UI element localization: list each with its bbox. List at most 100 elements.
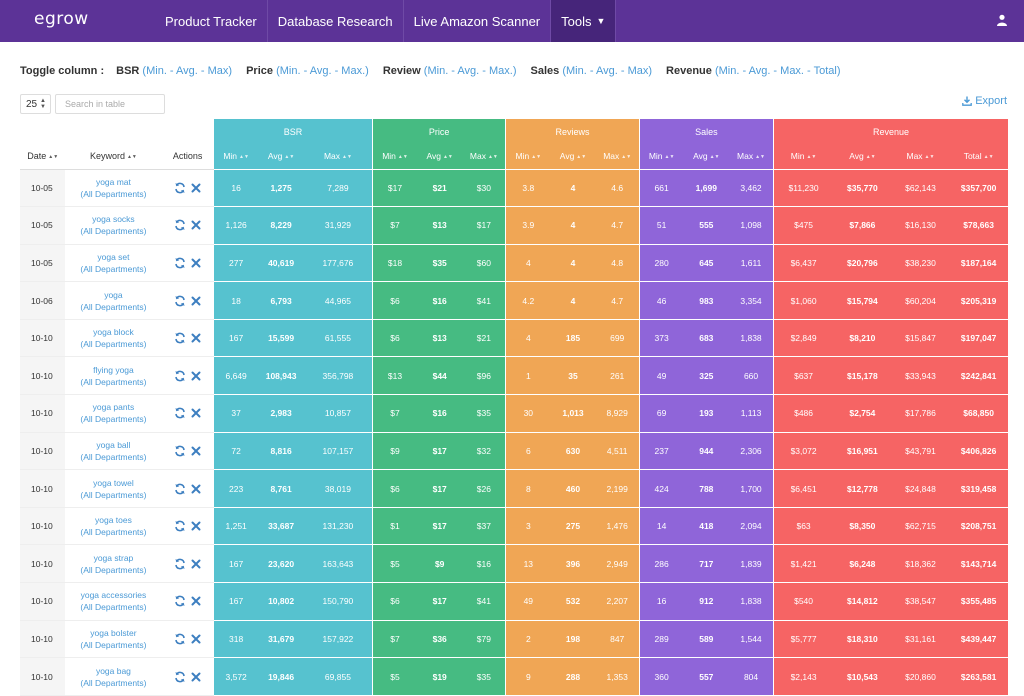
refresh-icon[interactable] [174,257,186,269]
toggle-link[interactable]: Min. [279,65,301,77]
delete-icon[interactable] [190,370,202,382]
refresh-icon[interactable] [174,483,186,495]
keyword-link[interactable]: yoga toes [94,515,132,526]
toggle-link[interactable]: Max. [780,65,804,77]
department-link[interactable]: (All Departments) [80,602,147,613]
nav-item-database-research[interactable]: Database Research [268,0,404,42]
column-header-revenue-max[interactable]: Max ▲▼ [891,144,950,170]
refresh-icon[interactable] [174,671,186,683]
toggle-link[interactable]: Avg. [176,65,198,77]
delete-icon[interactable] [190,671,202,683]
toggle-link[interactable]: Total [813,65,837,77]
user-icon[interactable] [996,14,1008,26]
price-min-cell: $6 [372,281,417,320]
toggle-link[interactable]: Min. [427,65,449,77]
toggle-link[interactable]: Avg. [457,65,480,77]
delete-icon[interactable] [190,558,202,570]
department-link[interactable]: (All Departments) [80,376,147,387]
delete-icon[interactable] [190,445,202,457]
column-header-price-min[interactable]: Min ▲▼ [372,144,417,170]
page-size-select[interactable]: 25 ▲ ▼ [20,94,51,114]
delete-icon[interactable] [190,219,202,231]
keyword-link[interactable]: yoga block [93,327,134,338]
refresh-icon[interactable] [174,520,186,532]
refresh-icon[interactable] [174,219,186,231]
toggle-link[interactable]: Max. [489,65,513,77]
column-header-date[interactable]: Date ▲▼ [20,144,66,170]
department-link[interactable]: (All Departments) [80,301,147,312]
toggle-link[interactable]: Max. [341,65,366,77]
column-header-sales-avg[interactable]: Avg ▲▼ [683,144,730,170]
nav-item-live-amazon-scanner[interactable]: Live Amazon Scanner [404,0,552,42]
toggle-link[interactable]: Min. [718,65,740,77]
column-header-revenue-min[interactable]: Min ▲▼ [773,144,834,170]
delete-icon[interactable] [190,633,202,645]
refresh-icon[interactable] [174,445,186,457]
toggle-link[interactable]: Max [627,65,649,77]
keyword-link[interactable]: yoga set [97,251,130,262]
keyword-link[interactable]: yoga ball [96,439,131,450]
column-header-bsr-max[interactable]: Max ▲▼ [303,144,373,170]
refresh-icon[interactable] [174,407,186,419]
column-header-reviews-avg[interactable]: Avg ▲▼ [550,144,596,170]
keyword-link[interactable]: yoga socks [92,214,135,225]
delete-icon[interactable] [190,520,202,532]
refresh-icon[interactable] [174,370,186,382]
column-header-keyword[interactable]: Keyword ▲▼ [65,144,162,170]
search-input[interactable] [55,94,165,114]
delete-icon[interactable] [190,595,202,607]
department-link[interactable]: (All Departments) [80,564,147,575]
delete-icon[interactable] [190,332,202,344]
column-header-reviews-min[interactable]: Min ▲▼ [505,144,551,170]
department-link[interactable]: (All Departments) [80,263,147,274]
keyword-link[interactable]: yoga accessories [80,590,147,601]
keyword-link[interactable]: yoga towel [93,477,134,488]
refresh-icon[interactable] [174,332,186,344]
nav-item-tools[interactable]: Tools ▼ [551,0,617,42]
department-link[interactable]: (All Departments) [80,489,147,500]
export-button[interactable]: Export [962,95,1007,107]
column-header-bsr-avg[interactable]: Avg ▲▼ [258,144,304,170]
refresh-icon[interactable] [174,558,186,570]
column-header-price-avg[interactable]: Avg ▲▼ [416,144,463,170]
keyword-link[interactable]: yoga mat [95,176,131,187]
column-header-sales-min[interactable]: Min ▲▼ [638,144,684,170]
column-header-reviews-max[interactable]: Max ▲▼ [595,144,640,170]
refresh-icon[interactable] [174,595,186,607]
delete-icon[interactable] [190,257,202,269]
department-link[interactable]: (All Departments) [80,339,147,350]
column-header-bsr-min[interactable]: Min ▲▼ [213,144,259,170]
keyword-link[interactable]: flying yoga [93,364,134,375]
keyword-link[interactable]: yoga pants [92,402,135,413]
toggle-link[interactable]: Avg. [748,65,771,77]
department-link[interactable]: (All Departments) [80,414,147,425]
keyword-link[interactable]: yoga bolster [90,627,137,638]
toggle-link[interactable]: Min. [566,65,587,77]
column-header-price-max[interactable]: Max ▲▼ [462,144,506,170]
department-link[interactable]: (All Departments) [80,451,147,462]
department-link[interactable]: (All Departments) [80,188,147,199]
logo[interactable]: egrow [34,9,89,29]
delete-icon[interactable] [190,182,202,194]
delete-icon[interactable] [190,407,202,419]
keyword-link[interactable]: yoga bag [95,665,131,676]
nav-item-product-tracker[interactable]: Product Tracker [155,0,268,42]
column-header-revenue-avg[interactable]: Avg ▲▼ [833,144,892,170]
refresh-icon[interactable] [174,633,186,645]
toggle-link[interactable]: Max [207,65,229,77]
delete-icon[interactable] [190,295,202,307]
toggle-link[interactable]: Min. [146,65,167,77]
keyword-link[interactable]: yoga strap [93,552,134,563]
keyword-link[interactable]: yoga [104,289,123,300]
department-link[interactable]: (All Departments) [80,639,147,650]
column-header-sales-max[interactable]: Max ▲▼ [729,144,774,170]
department-link[interactable]: (All Departments) [80,226,147,237]
toggle-link[interactable]: Avg. [309,65,332,77]
department-link[interactable]: (All Departments) [80,677,147,688]
refresh-icon[interactable] [174,182,186,194]
column-header-revenue-total[interactable]: Total ▲▼ [949,144,1008,170]
department-link[interactable]: (All Departments) [80,527,147,538]
refresh-icon[interactable] [174,295,186,307]
toggle-link[interactable]: Avg. [595,65,618,77]
delete-icon[interactable] [190,483,202,495]
